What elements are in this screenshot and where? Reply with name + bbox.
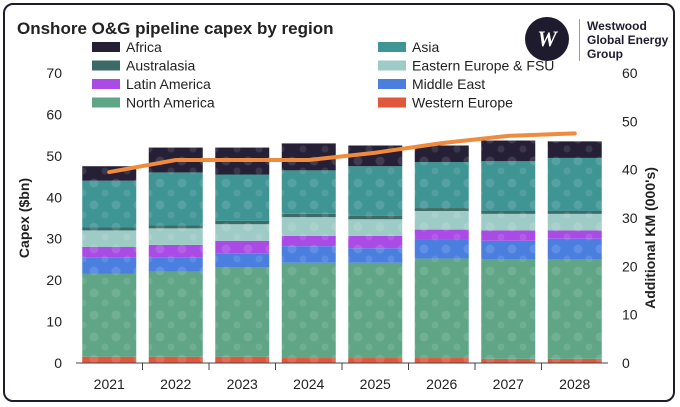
y-tick-label: 70 xyxy=(46,65,62,81)
legend: Africa Asia Australasia Eastern Europe & FS… xyxy=(92,39,554,111)
y2-tick-label: 20 xyxy=(622,258,638,274)
westwood-logo-icon: W xyxy=(525,17,569,61)
bar-texture-2028 xyxy=(547,141,602,363)
y-tick-label: 20 xyxy=(46,272,62,288)
legend-label-middle-east: Middle East xyxy=(412,76,485,92)
km-line xyxy=(107,131,577,175)
x-tick-label-2024: 2024 xyxy=(293,376,324,392)
y-tick-label: 0 xyxy=(54,355,62,371)
y2-tick-label: 50 xyxy=(622,113,638,129)
y-tick-label: 10 xyxy=(46,314,62,330)
x-tick-label-2027: 2027 xyxy=(493,376,524,392)
bar-texture-2025 xyxy=(348,145,403,363)
chart-title: Onshore O&G pipeline capex by region xyxy=(17,19,334,38)
bar-texture-2024 xyxy=(281,143,336,363)
legend-swatch-middle-east xyxy=(378,79,406,89)
legend-label-western-europe: Western Europe xyxy=(412,95,513,111)
legend-swatch-australasia xyxy=(92,60,120,71)
x-tick-label-2022: 2022 xyxy=(160,376,191,392)
y2-tick-label: 40 xyxy=(622,162,638,178)
bars xyxy=(82,140,602,363)
y-axis-right: 0 10 20 30 40 50 60 Additional KM (000's) xyxy=(622,65,658,371)
x-tick-label-2021: 2021 xyxy=(94,376,125,392)
x-tick-label-2023: 2023 xyxy=(227,376,258,392)
x-tick-label-2025: 2025 xyxy=(360,376,391,392)
legend-label-africa: Africa xyxy=(126,39,162,55)
logo-divider xyxy=(579,19,580,61)
legend-swatch-eastern-europe-fsu xyxy=(378,60,406,71)
y2-axis-label: Additional KM (000's) xyxy=(642,167,658,309)
x-tick-label-2026: 2026 xyxy=(426,376,457,392)
bar-texture-2021 xyxy=(82,166,137,363)
y-tick-label: 50 xyxy=(46,148,62,164)
y2-tick-label: 10 xyxy=(622,307,638,323)
x-tick-label-2028: 2028 xyxy=(559,376,590,392)
logo-line-2: Global Energy xyxy=(587,33,669,47)
y-tick-label: 60 xyxy=(46,106,62,122)
logo-line-3: Group xyxy=(587,47,623,61)
logo-line-1: Westwood xyxy=(587,19,647,33)
legend-label-asia: Asia xyxy=(412,39,439,55)
legend-label-north-america: North America xyxy=(126,95,215,111)
bar-texture-2026 xyxy=(414,145,469,363)
y2-tick-label: 30 xyxy=(622,210,638,226)
y-tick-label: 30 xyxy=(46,231,62,247)
legend-swatch-africa xyxy=(92,42,120,52)
legend-swatch-western-europe xyxy=(378,97,406,108)
westwood-logo: W Westwood Global Energy Group xyxy=(525,17,673,65)
km-line-path xyxy=(107,131,577,175)
legend-swatch-asia xyxy=(378,42,406,52)
legend-label-australasia: Australasia xyxy=(126,58,195,74)
y-axis-label: Capex ($bn) xyxy=(16,178,32,258)
bar-texture-2023 xyxy=(215,147,270,363)
y-axis-left: 0 10 20 30 40 50 60 70 Capex ($bn) xyxy=(16,65,62,371)
y-tick-label: 40 xyxy=(46,189,62,205)
legend-label-latin-america: Latin America xyxy=(126,76,211,92)
legend-swatch-latin-america xyxy=(92,79,120,89)
logo-text: Westwood Global Energy Group xyxy=(587,19,673,61)
y2-tick-label: 60 xyxy=(622,65,638,81)
y2-tick-label: 0 xyxy=(622,355,630,371)
legend-swatch-north-america xyxy=(92,97,120,108)
x-axis: 2021 2022 2023 2024 2025 2026 2027 2028 xyxy=(76,362,608,392)
bar-texture-2027 xyxy=(481,140,536,363)
legend-label-eastern-europe-fsu: Eastern Europe & FSU xyxy=(412,58,554,74)
bar-texture-2022 xyxy=(148,147,203,363)
